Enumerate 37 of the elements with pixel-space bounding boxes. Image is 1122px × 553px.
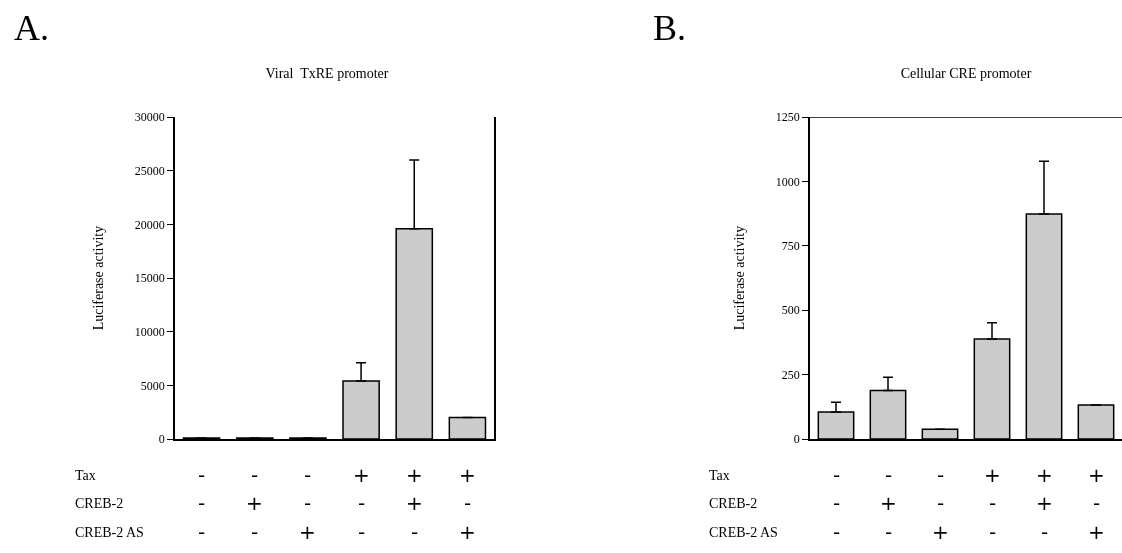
y-tick-label: 10000: [134, 324, 165, 339]
y-tick-label: 0: [793, 432, 800, 447]
text: A.: [14, 8, 49, 48]
x-tick-label: + - -: [984, 463, 1001, 544]
x-tick-label: + + -: [1036, 463, 1053, 544]
text: Tax: [709, 468, 730, 483]
y-tick-label: 1000: [775, 174, 800, 189]
y-tick-label: 0: [158, 432, 165, 447]
x-tick-label: + - +: [1088, 463, 1105, 544]
x-tick-label: - - +: [932, 463, 949, 544]
x-tick-label: - + -: [880, 463, 897, 544]
x-tick-label: - - -: [198, 463, 206, 544]
x-tick-label: - - -: [833, 463, 841, 544]
text: CREB-2: [709, 496, 758, 511]
y-axis-title: Luciferase activity: [731, 225, 747, 331]
chart-title: Cellular CRE promoter: [900, 65, 1032, 81]
text: Tax: [75, 468, 96, 483]
y-axis-title: Luciferase activity: [90, 225, 106, 331]
y-tick-label: 1250: [775, 110, 800, 125]
y-tick-label: 5000: [140, 378, 165, 393]
x-tick-label: + - +: [459, 463, 476, 544]
text: CREB-2: [75, 496, 124, 511]
x-tick-label: - - +: [299, 463, 316, 544]
x-tick-label: + + -: [406, 463, 423, 544]
y-tick-label: 750: [781, 239, 800, 253]
y-tick-label: 15000: [134, 271, 165, 286]
y-tick-label: 500: [781, 303, 800, 318]
x-tick-label: - + -: [246, 463, 263, 544]
x-tick-label: + - -: [353, 463, 370, 544]
y-tick-label: 25000: [134, 163, 165, 178]
text: B.: [653, 8, 687, 48]
y-tick-label: 30000: [134, 110, 165, 125]
y-tick-label: 20000: [134, 217, 165, 232]
text: CREB-2 AS: [709, 525, 778, 540]
text: CREB-2 AS: [75, 525, 144, 540]
y-tick-label: 250: [781, 367, 800, 382]
chart-title: Viral TxRE promoter: [265, 65, 389, 81]
